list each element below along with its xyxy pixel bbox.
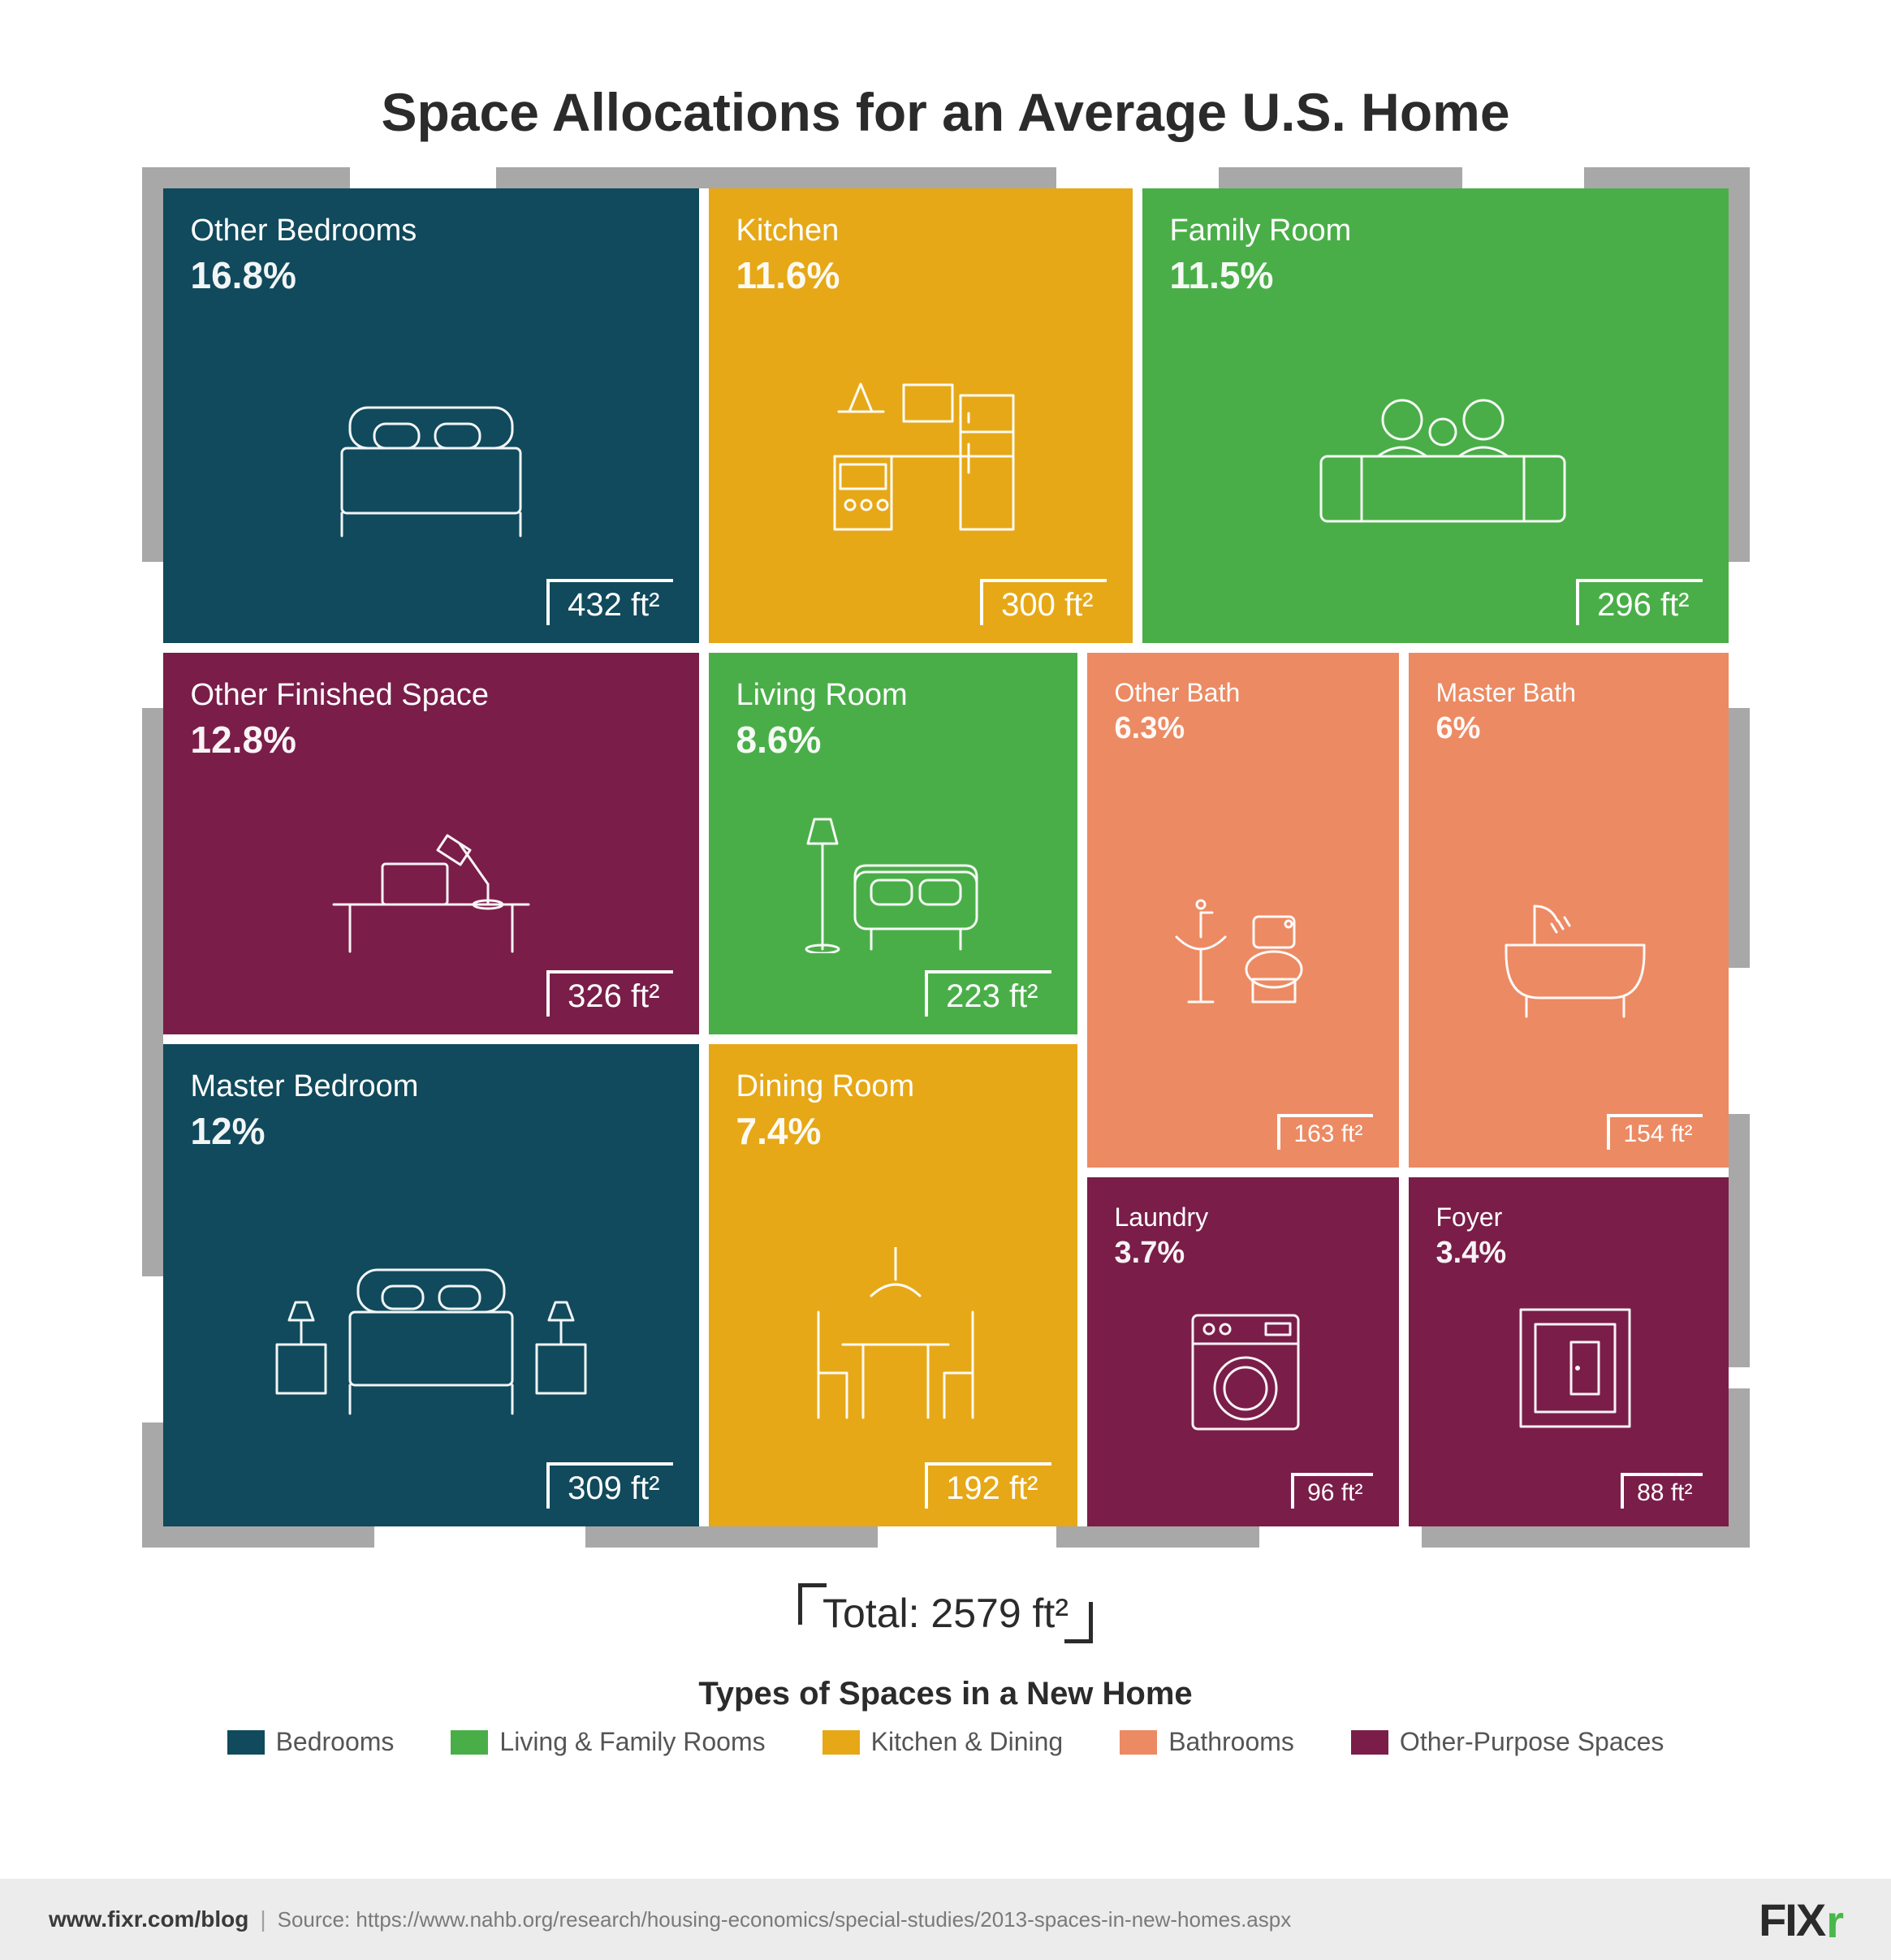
room-sqft: 326 ft² <box>546 970 672 1017</box>
room-name: Kitchen <box>736 213 1105 250</box>
room-sqft: 88 ft² <box>1621 1473 1702 1509</box>
bed2-icon <box>261 1255 602 1418</box>
room-name: Other Bath <box>1115 677 1371 708</box>
floor-plan: Other Bedrooms16.8% 432 ft² Kitchen11.6% 3… <box>142 167 1750 1548</box>
room-sqft: 223 ft² <box>925 970 1051 1017</box>
sink-icon <box>1168 888 1315 1026</box>
washer-icon <box>1185 1307 1306 1437</box>
wall-gap <box>142 1276 163 1423</box>
room-percent: 12% <box>191 1109 671 1153</box>
room-percent: 3.7% <box>1115 1236 1371 1271</box>
footer: www.fixr.com/blog | Source: https://www.… <box>0 1879 1891 1960</box>
legend-swatch <box>227 1730 265 1755</box>
wall-gap <box>374 1526 585 1548</box>
room-percent: 8.6% <box>736 718 1050 762</box>
legend-swatch <box>451 1730 488 1755</box>
room-percent: 12.8% <box>191 718 671 762</box>
legend-label: Living & Family Rooms <box>499 1727 765 1757</box>
legend-swatch <box>1120 1730 1157 1755</box>
total-sqft: Total: 2579 ft² <box>803 1585 1088 1642</box>
kitchen-icon <box>822 375 1017 537</box>
room-name: Laundry <box>1115 1202 1371 1233</box>
room-sqft: 432 ft² <box>546 579 672 625</box>
room-percent: 16.8% <box>191 253 671 297</box>
room-otherBedrooms: Other Bedrooms16.8% 432 ft² <box>163 188 699 643</box>
legend-swatch <box>1351 1730 1388 1755</box>
wall-gap <box>350 167 496 188</box>
wall-gap <box>1729 968 1750 1114</box>
room-name: Other Finished Space <box>191 677 671 714</box>
room-foyer: Foyer3.4% 88 ft² <box>1409 1177 1729 1526</box>
room-name: Foyer <box>1436 1202 1701 1233</box>
legend-item-kitchen: Kitchen & Dining <box>822 1727 1064 1757</box>
room-percent: 6.3% <box>1115 711 1371 746</box>
room-sqft: 192 ft² <box>925 1462 1051 1509</box>
page-title: Space Allocations for an Average U.S. Ho… <box>49 81 1842 143</box>
wall-gap <box>1056 167 1219 188</box>
wall-gap <box>1259 1526 1422 1548</box>
legend-item-other: Other-Purpose Spaces <box>1351 1727 1664 1757</box>
room-percent: 7.4% <box>736 1109 1050 1153</box>
legend: Bedrooms Living & Family Rooms Kitchen & D… <box>49 1727 1842 1757</box>
room-masterBedroom: Master Bedroom12% 309 ft² <box>163 1044 699 1526</box>
tub-icon <box>1498 896 1652 1018</box>
dining-icon <box>798 1247 993 1426</box>
room-otherBath: Other Bath6.3% 163 ft² <box>1087 653 1399 1168</box>
legend-swatch <box>822 1730 860 1755</box>
desk-icon <box>326 807 537 953</box>
legend-label: Kitchen & Dining <box>871 1727 1064 1757</box>
legend-title: Types of Spaces in a New Home <box>49 1676 1842 1712</box>
room-sqft: 96 ft² <box>1291 1473 1372 1509</box>
room-name: Family Room <box>1170 213 1701 250</box>
room-name: Living Room <box>736 677 1050 714</box>
room-sqft: 296 ft² <box>1576 579 1702 625</box>
footer-sep: | <box>260 1906 266 1932</box>
room-livingRoom: Living Room 8.6% 223 ft² <box>709 653 1077 1034</box>
bed-icon <box>326 399 537 537</box>
family-icon <box>1313 383 1573 537</box>
wall-gap <box>878 1526 1056 1548</box>
room-otherFinished: Other Finished Space 12.8% 326 ft² <box>163 653 699 1034</box>
room-familyRoom: Family Room11.5% 296 ft² <box>1142 188 1729 643</box>
legend-item-bedrooms: Bedrooms <box>227 1727 395 1757</box>
room-diningRoom: Dining Room7.4% 192 ft² <box>709 1044 1077 1526</box>
room-name: Master Bath <box>1436 677 1701 708</box>
room-laundry: Laundry3.7% 96 ft² <box>1087 1177 1399 1526</box>
room-percent: 11.6% <box>736 253 1105 297</box>
room-name: Dining Room <box>736 1069 1050 1106</box>
legend-item-bath: Bathrooms <box>1120 1727 1294 1757</box>
footer-source: Source: https://www.nahb.org/research/ho… <box>278 1907 1292 1932</box>
room-percent: 6% <box>1436 711 1701 746</box>
foyer-icon <box>1514 1303 1636 1433</box>
wall-gap <box>1729 562 1750 708</box>
legend-label: Bathrooms <box>1168 1727 1294 1757</box>
sofa-icon <box>798 799 985 953</box>
legend-item-living: Living & Family Rooms <box>451 1727 765 1757</box>
wall-gap <box>1462 167 1584 188</box>
room-kitchen: Kitchen11.6% 300 ft² <box>709 188 1133 643</box>
room-sqft: 300 ft² <box>980 579 1106 625</box>
fixr-logo: FIXr <box>1759 1893 1842 1946</box>
legend-label: Other-Purpose Spaces <box>1400 1727 1664 1757</box>
room-name: Master Bedroom <box>191 1069 671 1106</box>
room-percent: 3.4% <box>1436 1236 1701 1271</box>
room-percent: 11.5% <box>1170 253 1701 297</box>
wall-gap <box>142 562 163 708</box>
room-sqft: 163 ft² <box>1277 1114 1372 1150</box>
room-sqft: 309 ft² <box>546 1462 672 1509</box>
room-masterBath: Master Bath6% 154 ft² <box>1409 653 1729 1168</box>
room-sqft: 154 ft² <box>1607 1114 1702 1150</box>
legend-label: Bedrooms <box>276 1727 395 1757</box>
footer-site: www.fixr.com/blog <box>49 1906 248 1932</box>
room-name: Other Bedrooms <box>191 213 671 250</box>
